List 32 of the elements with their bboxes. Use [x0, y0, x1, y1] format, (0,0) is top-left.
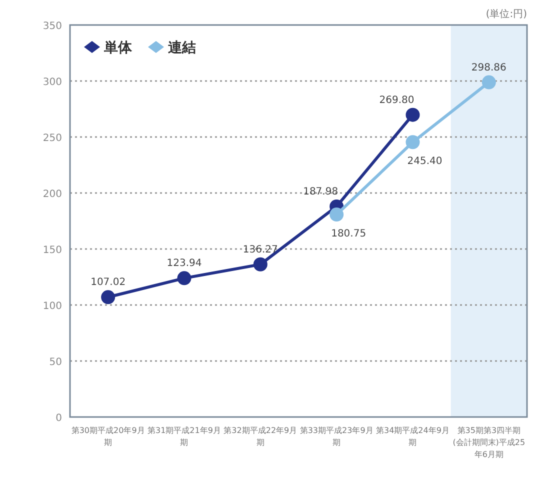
data-label: 136.27	[242, 244, 278, 256]
x-tick-label: 第31期平成21年9月期	[147, 425, 222, 449]
y-tick-label: 350	[42, 21, 62, 32]
data-label: 180.75	[331, 228, 366, 240]
point	[406, 108, 420, 122]
point	[482, 75, 496, 90]
y-tick-label: 0	[56, 413, 62, 424]
x-tick-label: 第34期平成24年9月期	[376, 425, 450, 449]
y-tick-label: 150	[42, 245, 62, 256]
x-tick-label: 第35期第3四半期(会計期間末)平成25年6月期	[452, 425, 526, 461]
data-label: 298.86	[471, 62, 506, 74]
point	[330, 208, 344, 222]
data-label: 245.40	[407, 156, 442, 168]
x-tick-label: 第32期平成22年9月期	[223, 425, 298, 449]
data-label: 269.80	[379, 94, 414, 106]
legend-label: 単体	[103, 40, 133, 56]
x-tick-label: 第30期平成20年9月期	[71, 425, 146, 449]
x-tick-label: 第33期平成23年9月期	[300, 425, 374, 449]
point	[406, 135, 420, 150]
point	[101, 290, 116, 304]
legend-label: 連結	[167, 40, 196, 56]
data-label: 187.98	[303, 186, 338, 198]
data-label: 123.94	[166, 258, 202, 270]
y-tick-label: 50	[49, 357, 62, 368]
text: (単位:円)	[486, 8, 528, 20]
y-tick-label: 300	[42, 77, 62, 88]
data-label: 107.02	[90, 277, 126, 288]
y-tick-label: 250	[42, 133, 62, 144]
point	[253, 257, 268, 272]
y-tick-label: 200	[42, 189, 62, 200]
point	[177, 271, 192, 286]
y-tick-label: 100	[42, 301, 62, 312]
